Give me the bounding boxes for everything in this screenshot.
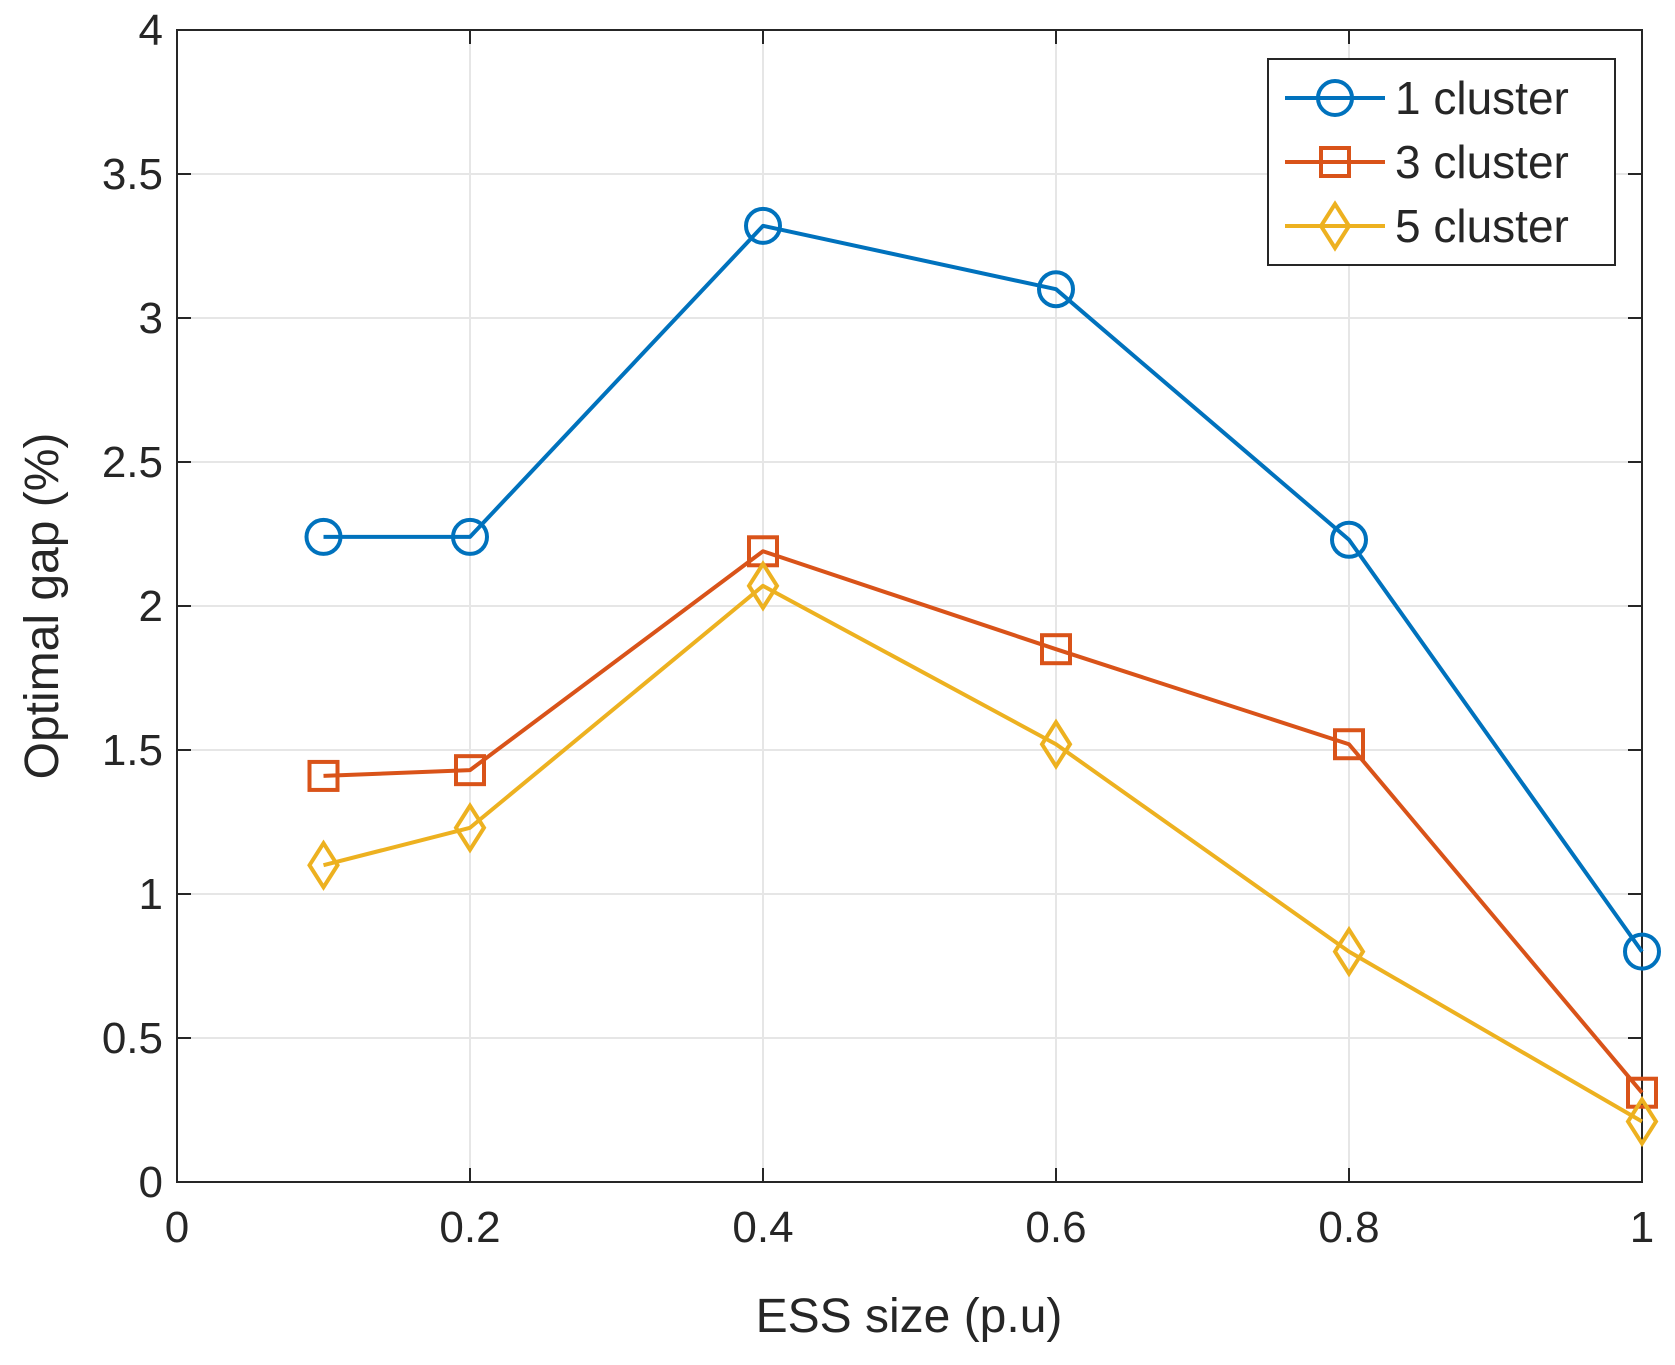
y-tick-label: 4 [139,6,163,55]
square-marker [454,754,486,787]
legend-item: 3 cluster [1285,136,1569,188]
series-1-cluster [304,206,1661,971]
x-tick-label: 0.4 [732,1203,793,1252]
square-marker [1333,728,1365,761]
series-3-cluster [307,535,1658,1109]
square-marker [1040,633,1072,666]
y-tick-label: 2.5 [102,438,163,487]
legend-item: 1 cluster [1285,72,1569,124]
y-tick-label: 2 [139,582,163,631]
axis-ticks: 0 0.2 0.4 0.6 0.8 1 0 0.5 1 1.5 2 2.5 3 3.5 4 [102,6,1654,1252]
diamond-marker [307,839,340,891]
square-marker [307,759,340,792]
y-axis-label: Optimal gap (%) [16,433,69,780]
diamond-marker [1625,1095,1659,1148]
legend-item: 5 cluster [1285,200,1569,252]
diamond-marker [453,802,487,854]
diamond-marker [1332,925,1366,978]
x-tick-label: 0.6 [1025,1203,1086,1252]
circle-marker [1330,520,1368,559]
square-marker [1626,1076,1658,1109]
legend-square-icon [1319,146,1351,178]
circle-marker [1623,932,1661,971]
diamond-marker [1039,718,1073,770]
legend-label: 1 cluster [1395,72,1569,124]
legend-diamond-icon [1318,200,1352,252]
x-tick-label: 0 [165,1203,189,1252]
series-line [323,583,1644,1124]
legend-label: 3 cluster [1395,136,1569,188]
diamond-marker [746,560,780,612]
legend-circle-icon [1316,79,1354,117]
y-tick-label: 1 [139,870,163,919]
x-tick-label: 0.2 [439,1203,500,1252]
y-tick-label: 1.5 [102,726,163,775]
x-tick-label: 1 [1630,1203,1654,1252]
x-axis-label: ESS size (p.u) [756,1290,1063,1343]
circle-marker [451,517,489,556]
series-line [323,223,1644,953]
circle-marker [744,206,782,245]
circle-marker [304,517,343,556]
y-tick-label: 0 [139,1158,163,1207]
series-group [304,206,1661,1148]
y-tick-label: 0.5 [102,1014,163,1063]
y-tick-label: 3.5 [102,150,163,199]
series-line [323,549,1644,1095]
circle-marker [1037,270,1075,309]
y-tick-label: 3 [139,294,163,343]
x-tick-label: 0.8 [1318,1203,1379,1252]
legend: 1 cluster 3 cluster 5 cluster [1267,58,1616,266]
legend-label: 5 cluster [1395,200,1569,252]
series-5-cluster [307,560,1659,1148]
